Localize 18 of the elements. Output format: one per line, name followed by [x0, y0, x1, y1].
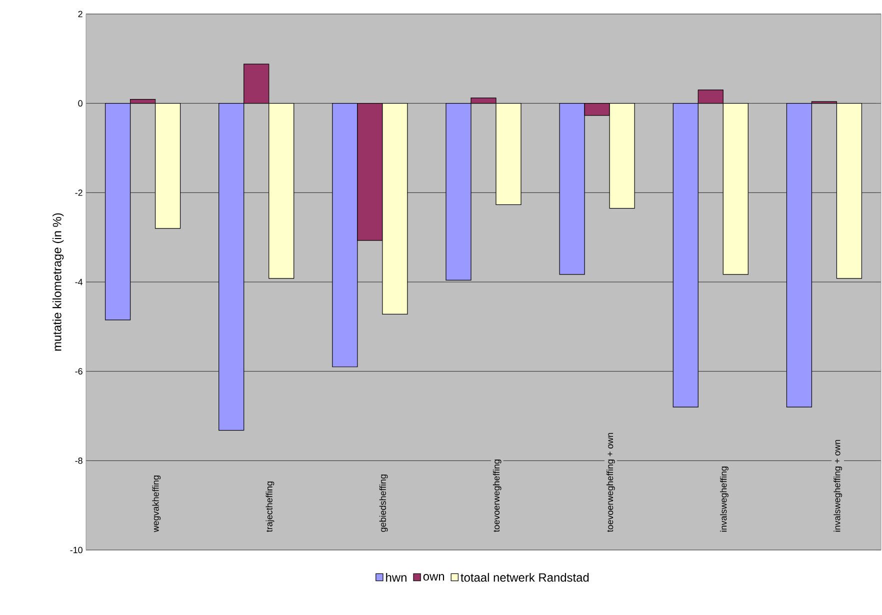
x-tick-label: invalswegheffing + own [834, 440, 842, 532]
y-tick-label: -8 [75, 457, 82, 464]
legend-label: totaal netwerk Randstad [460, 572, 589, 582]
y-tick-label: -4 [75, 278, 83, 286]
x-tick-label: trajectheffing [266, 482, 274, 532]
y-tick-label: 2 [78, 10, 82, 18]
y-tick-label: -6 [75, 368, 82, 375]
x-tick-label: invalswegheffing [720, 466, 728, 532]
x-tick-label: toevoerwegheffing + own [606, 432, 615, 532]
x-tick-label: toevoerwegheffing [492, 460, 502, 532]
y-tick-label: 0 [78, 100, 82, 107]
legend-label: own [423, 574, 444, 581]
y-tick-label: -2 [75, 190, 82, 196]
y-tick-label: -10 [70, 546, 82, 554]
x-tick-label: gebiedsheffing [379, 474, 388, 532]
y-axis-title: mutatie kilometrage (in %) [52, 213, 64, 351]
x-tick-label: wegvakheffing [152, 476, 161, 532]
legend-label: hwn [386, 572, 406, 582]
